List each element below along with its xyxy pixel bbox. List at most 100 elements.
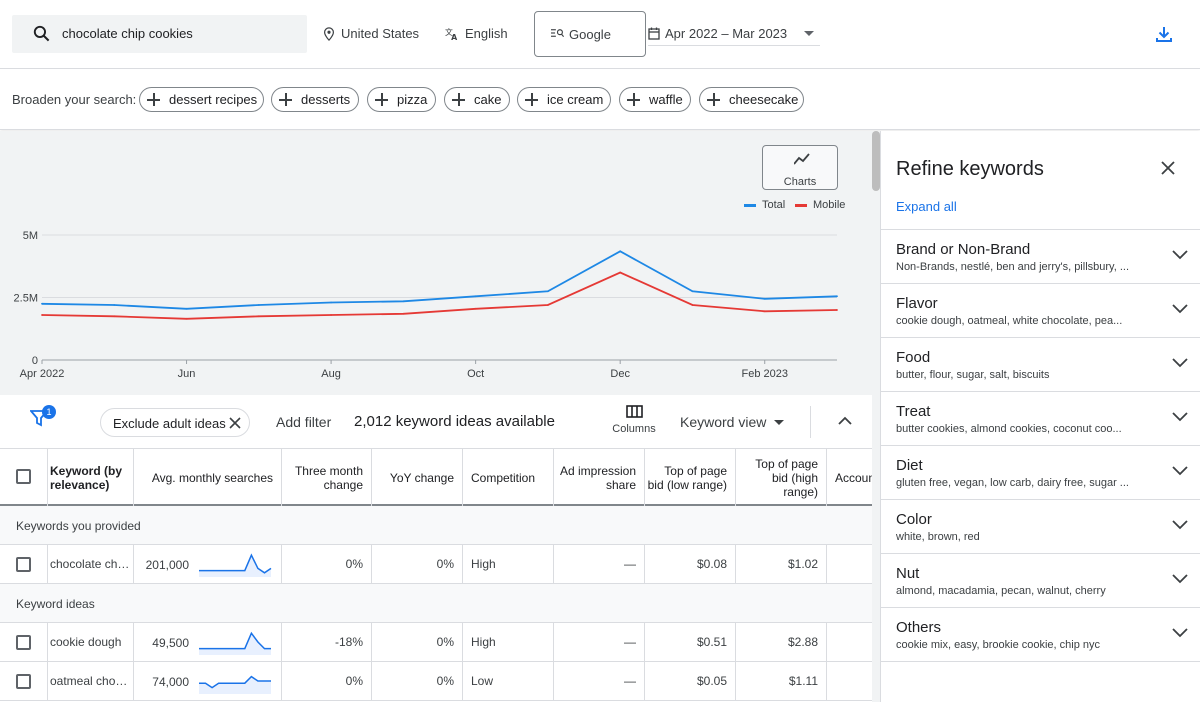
row-checkbox[interactable] (16, 635, 31, 650)
refine-item-food[interactable]: Food butter, flour, sugar, salt, biscuits (881, 337, 1200, 391)
add-filter-button[interactable]: Add filter (276, 414, 332, 430)
network-selector[interactable]: Google (534, 11, 646, 57)
exclude-adult-ideas-chip[interactable]: Exclude adult ideas (100, 408, 250, 437)
broaden-chip-cake[interactable]: cake (444, 87, 510, 112)
avg-searches-cell: 74,000 (134, 662, 282, 700)
header-three-month-change[interactable]: Three month change (282, 449, 372, 506)
x-tick-label: Oct (467, 368, 484, 380)
impression-share-value: — (624, 635, 636, 649)
header-yoy-change[interactable]: YoY change (372, 449, 463, 506)
row-checkbox-cell (0, 545, 48, 583)
date-range-label: Apr 2022 – Mar 2023 (665, 26, 788, 41)
broaden-chip-cheesecake[interactable]: cheesecake (699, 87, 804, 112)
y-tick-label: 2.5M (14, 293, 38, 305)
refine-keywords-panel: Refine keywords Expand all Brand or Non-… (880, 131, 1200, 702)
data-point-total (41, 302, 43, 305)
legend-label-total: Total (762, 199, 786, 211)
header-three-month-label: Three month change (294, 463, 363, 492)
filter-count-badge: 1 (42, 405, 56, 419)
data-point-mobile (113, 315, 116, 318)
row-checkbox[interactable] (16, 674, 31, 689)
header-competition[interactable]: Competition (463, 449, 554, 506)
broaden-chip-pizza[interactable]: pizza (367, 87, 436, 112)
refine-item-nut[interactable]: Nut almond, macadamia, pecan, walnut, che… (881, 553, 1200, 607)
section-label: Keywords you provided (16, 519, 141, 533)
header-bid-low[interactable]: Top of page bid (low range) (645, 449, 736, 506)
yoy-cell: 0% (372, 623, 463, 661)
refine-item-values: cookie dough, oatmeal, white chocolate, … (896, 315, 1123, 327)
refine-item-flavor[interactable]: Flavor cookie dough, oatmeal, white choco… (881, 283, 1200, 337)
header-account[interactable]: Accoun (827, 449, 872, 506)
broaden-chip-waffle[interactable]: waffle (619, 87, 691, 112)
yoy-value: 0% (436, 557, 454, 571)
data-point-mobile (619, 271, 622, 274)
row-checkbox[interactable] (16, 557, 31, 572)
x-tick-label: Apr 2022 (20, 368, 65, 380)
keyword-text: oatmeal cho… (50, 674, 128, 688)
broaden-chip-desserts[interactable]: desserts (271, 87, 359, 112)
refine-item-treat[interactable]: Treat butter cookies, almond cookies, coc… (881, 391, 1200, 445)
close-icon[interactable] (229, 417, 241, 429)
refine-item-color[interactable]: Color white, brown, red (881, 499, 1200, 553)
chevron-down-icon[interactable] (1172, 412, 1188, 422)
expand-all-link[interactable]: Expand all (896, 199, 957, 214)
data-point-total (619, 250, 622, 253)
select-all-checkbox[interactable] (16, 469, 31, 484)
chevron-down-icon[interactable] (1172, 520, 1188, 530)
plus-icon (452, 93, 465, 106)
row-checkbox-cell (0, 662, 48, 700)
charts-button[interactable]: Charts (762, 145, 838, 190)
trend-sparkline (199, 553, 272, 577)
refine-item-name: Diet (896, 457, 923, 474)
refine-item-others[interactable]: Others cookie mix, easy, brookie cookie, … (881, 607, 1200, 661)
scrollbar-thumb[interactable] (872, 131, 880, 191)
plus-icon (627, 93, 640, 106)
close-icon[interactable] (1161, 161, 1175, 175)
broaden-chip-dessert-recipes[interactable]: dessert recipes (139, 87, 264, 112)
scrollbar-track[interactable] (872, 131, 880, 702)
plus-icon (375, 93, 388, 106)
broaden-chip-ice-cream[interactable]: ice cream (517, 87, 611, 112)
charts-button-label: Charts (783, 176, 817, 188)
table-row[interactable]: chocolate ch… 201,000 0% 0% High — $0.08 $1.02 (0, 545, 872, 584)
download-icon[interactable] (1154, 24, 1174, 44)
chevron-up-icon[interactable] (838, 416, 852, 425)
refine-item-brand-or-non-brand[interactable]: Brand or Non-Brand Non-Brands, nestlé, be… (881, 229, 1200, 283)
header-keyword[interactable]: Keyword (by relevance) (48, 449, 134, 506)
chevron-down-icon[interactable] (1172, 250, 1188, 260)
broaden-search-bar: Broaden your search: dessert recipes des… (0, 69, 1200, 130)
chevron-down-icon[interactable] (1172, 358, 1188, 368)
exclude-chip-label: Exclude adult ideas (113, 416, 226, 431)
three-month-cell: 0% (282, 545, 372, 583)
columns-button[interactable]: Columns (608, 405, 660, 435)
chevron-down-icon[interactable] (1172, 574, 1188, 584)
yoy-cell: 0% (372, 662, 463, 700)
legend-swatch-mobile (795, 203, 807, 207)
header-avg-monthly-searches[interactable]: Avg. monthly searches (134, 449, 282, 506)
header-bid-high[interactable]: Top of page bid (high range) (736, 449, 827, 506)
bid-low-value: $0.05 (696, 674, 727, 688)
bid-high-cell: $1.11 (736, 662, 827, 700)
header-avg-label: Avg. monthly searches (151, 470, 273, 485)
network-label: Google (569, 27, 611, 42)
refine-item-values: Non-Brands, nestlé, ben and jerry's, pil… (896, 261, 1130, 273)
chevron-down-icon[interactable] (1172, 466, 1188, 476)
competition-value: High (471, 635, 496, 649)
keyword-cell: chocolate ch… (48, 545, 134, 583)
table-row[interactable]: cookie dough 49,500 -18% 0% High — $0.51 $2.88 (0, 623, 872, 662)
header-checkbox-cell (0, 449, 48, 506)
refine-item-values: gluten free, vegan, low carb, dairy free… (896, 477, 1129, 489)
keyword-view-dropdown[interactable]: Keyword view (680, 414, 785, 430)
search-input[interactable]: chocolate chip cookies (12, 15, 307, 53)
location-selector[interactable]: United States (323, 26, 419, 41)
account-cell (827, 662, 872, 700)
table-row[interactable]: oatmeal cho… 74,000 0% 0% Low — $0.05 $1.11 (0, 662, 872, 701)
plus-icon (525, 93, 538, 106)
chevron-down-icon[interactable] (1172, 304, 1188, 314)
header-ad-impression-share[interactable]: Ad impression share (554, 449, 645, 506)
chevron-down-icon[interactable] (1172, 628, 1188, 638)
date-range-selector[interactable]: Apr 2022 – Mar 2023 (648, 26, 820, 46)
header-bid-high-label: Top of page bid (high range) (755, 456, 818, 499)
refine-item-diet[interactable]: Diet gluten free, vegan, low carb, dairy … (881, 445, 1200, 499)
